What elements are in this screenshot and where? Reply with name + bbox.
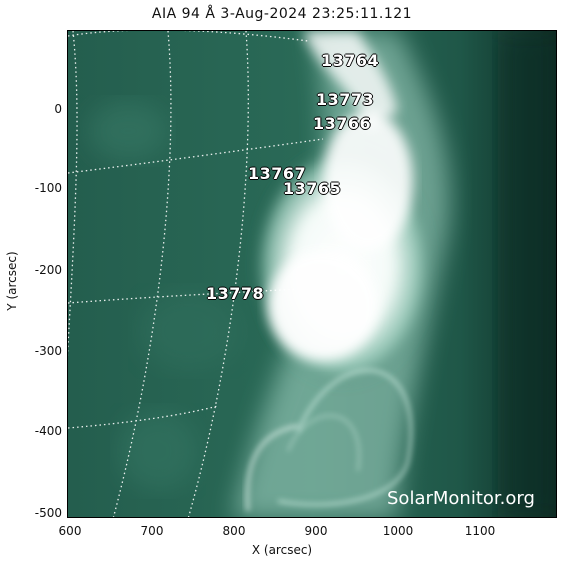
y-tick-label: -500 <box>34 506 62 520</box>
y-tick-label: -300 <box>34 344 62 358</box>
y-tick-label: -400 <box>34 424 62 438</box>
x-axis-label: X (arcsec) <box>251 543 313 557</box>
image-title: AIA 94 Å 3-Aug-2024 23:25:11.121 <box>151 6 413 22</box>
y-tick-label: -200 <box>34 263 62 277</box>
active-region-label: 13764 <box>321 51 380 70</box>
y-tick-label: -100 <box>34 181 62 195</box>
x-tick-label: 1000 <box>382 524 414 538</box>
y-tick-label: 0 <box>54 102 62 116</box>
coordinate-grid <box>68 31 324 517</box>
x-tick-label: 1100 <box>464 524 496 538</box>
y-axis-label: Y (arcsec) <box>5 251 19 311</box>
x-tick-label: 900 <box>304 524 328 538</box>
active-region-label: 13765 <box>283 179 342 198</box>
active-region-label: 13773 <box>316 90 375 109</box>
aia-image <box>68 31 556 517</box>
x-tick-label: 700 <box>140 524 164 538</box>
x-tick-label: 600 <box>58 524 82 538</box>
active-region-label: 13766 <box>313 114 372 133</box>
x-tick-label: 800 <box>222 524 246 538</box>
active-region-label: 13778 <box>206 284 265 303</box>
watermark: SolarMonitor.org <box>387 488 535 509</box>
solar-image-panel: 13764 13773 13766 13767 13765 13778 Sola… <box>67 30 557 518</box>
active-region-label: 13767 <box>248 164 307 183</box>
